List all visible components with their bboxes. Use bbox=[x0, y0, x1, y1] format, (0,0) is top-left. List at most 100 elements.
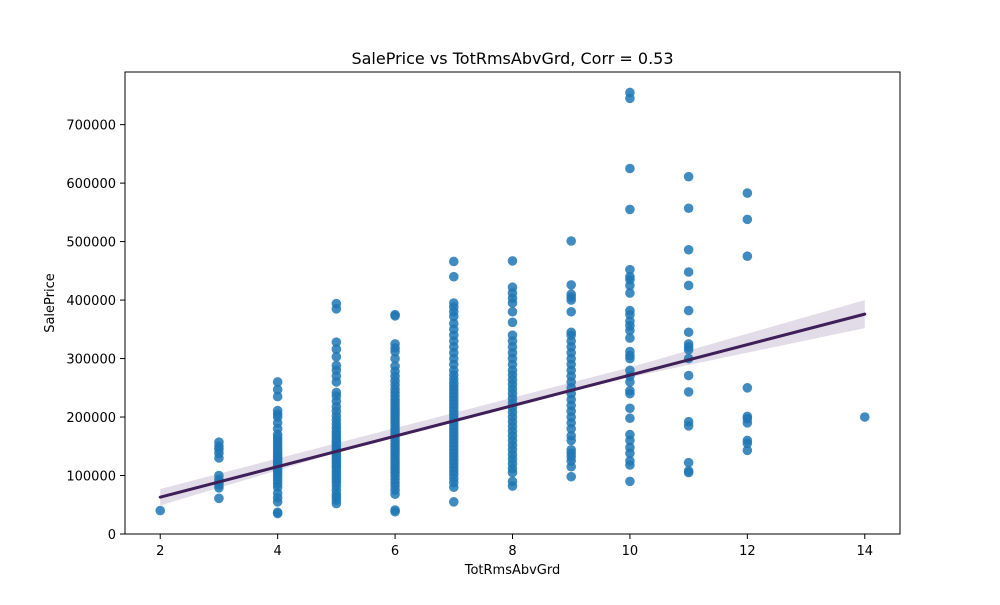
data-point bbox=[625, 264, 635, 275]
data-point bbox=[859, 412, 870, 422]
data-point bbox=[683, 244, 694, 255]
data-point bbox=[390, 309, 400, 320]
data-point bbox=[625, 305, 635, 316]
data-point bbox=[625, 413, 635, 424]
x-tick-label: 10 bbox=[622, 544, 639, 559]
data-point bbox=[683, 203, 694, 214]
data-point bbox=[331, 352, 342, 362]
data-point bbox=[742, 382, 753, 393]
data-point bbox=[625, 429, 635, 440]
data-point bbox=[214, 470, 224, 481]
data-point bbox=[742, 411, 753, 422]
data-point bbox=[566, 430, 577, 441]
data-point bbox=[625, 442, 635, 453]
data-point bbox=[448, 298, 459, 308]
data-point bbox=[683, 339, 694, 349]
data-point bbox=[331, 344, 342, 355]
data-point bbox=[272, 377, 283, 387]
axes-layer: 2 4 6 8 10 12 14 0 100000 200000 300000 400000 50000… bbox=[66, 71, 901, 559]
data-point bbox=[625, 385, 635, 396]
data-point bbox=[507, 330, 518, 340]
y-tick-label: 700000 bbox=[66, 119, 116, 134]
data-point bbox=[507, 282, 518, 293]
data-point bbox=[742, 251, 753, 262]
data-point bbox=[272, 405, 283, 416]
data-point bbox=[566, 236, 577, 246]
data-point bbox=[390, 361, 400, 371]
data-point bbox=[742, 214, 753, 225]
data-point bbox=[625, 271, 635, 282]
data-point bbox=[507, 317, 518, 328]
data-point bbox=[507, 476, 518, 487]
data-point bbox=[214, 493, 224, 504]
data-point bbox=[683, 457, 694, 468]
data-point bbox=[625, 163, 635, 174]
chart-title: SalePrice vs TotRmsAbvGrd, Corr = 0.53 bbox=[351, 49, 673, 68]
x-tick-label: 2 bbox=[156, 544, 164, 559]
data-point bbox=[742, 445, 753, 456]
data-point bbox=[331, 298, 342, 309]
data-point bbox=[625, 346, 635, 357]
data-point bbox=[390, 505, 400, 515]
y-tick-label: 100000 bbox=[66, 470, 116, 485]
data-point bbox=[331, 360, 342, 371]
data-point bbox=[625, 288, 635, 298]
data-point bbox=[390, 339, 400, 349]
data-point bbox=[448, 318, 459, 329]
data-point bbox=[566, 289, 577, 300]
regression-layer bbox=[158, 312, 867, 499]
data-point bbox=[272, 384, 283, 395]
data-point bbox=[331, 387, 342, 398]
data-point bbox=[683, 280, 694, 291]
data-point bbox=[566, 471, 577, 482]
data-point bbox=[625, 204, 635, 215]
data-point bbox=[625, 456, 635, 466]
data-point bbox=[566, 280, 577, 290]
y-axis-label: SalePrice bbox=[43, 273, 58, 333]
data-point bbox=[625, 333, 635, 343]
y-tick-label: 0 bbox=[108, 528, 116, 543]
data-point bbox=[566, 444, 577, 455]
data-point bbox=[742, 188, 753, 198]
regression-line bbox=[158, 312, 867, 499]
x-axis-label: TotRmsAbvGrd bbox=[464, 563, 561, 578]
y-tick-label: 200000 bbox=[66, 411, 116, 426]
data-point bbox=[155, 505, 166, 516]
data-point bbox=[625, 365, 635, 376]
y-tick-label: 600000 bbox=[66, 177, 116, 192]
x-tick-label: 6 bbox=[391, 544, 399, 559]
data-point bbox=[625, 403, 635, 414]
data-point bbox=[448, 256, 459, 267]
data-point bbox=[625, 476, 635, 487]
data-point bbox=[742, 435, 753, 446]
data-point bbox=[683, 267, 694, 277]
data-point bbox=[507, 306, 518, 317]
data-point bbox=[390, 353, 400, 364]
data-point bbox=[683, 305, 694, 316]
x-tick-label: 8 bbox=[508, 544, 516, 559]
data-point bbox=[566, 327, 577, 338]
data-point bbox=[507, 256, 518, 266]
data-point bbox=[331, 337, 342, 347]
points-layer bbox=[155, 87, 870, 519]
x-tick-label: 12 bbox=[739, 544, 756, 559]
y-tick-label: 400000 bbox=[66, 294, 116, 309]
y-tick-label: 500000 bbox=[66, 236, 116, 251]
data-point bbox=[448, 497, 459, 507]
data-point bbox=[448, 271, 459, 282]
data-point bbox=[272, 391, 283, 402]
data-point bbox=[214, 437, 224, 447]
x-tick-label: 4 bbox=[274, 544, 282, 559]
data-point bbox=[272, 507, 283, 518]
data-point bbox=[683, 466, 694, 476]
data-point bbox=[683, 171, 694, 182]
data-point bbox=[683, 370, 694, 381]
x-tick-label: 14 bbox=[856, 544, 873, 559]
y-tick-label: 300000 bbox=[66, 353, 116, 368]
data-point bbox=[625, 87, 635, 98]
data-point bbox=[683, 416, 694, 427]
data-point bbox=[683, 327, 694, 338]
data-point bbox=[683, 387, 694, 397]
